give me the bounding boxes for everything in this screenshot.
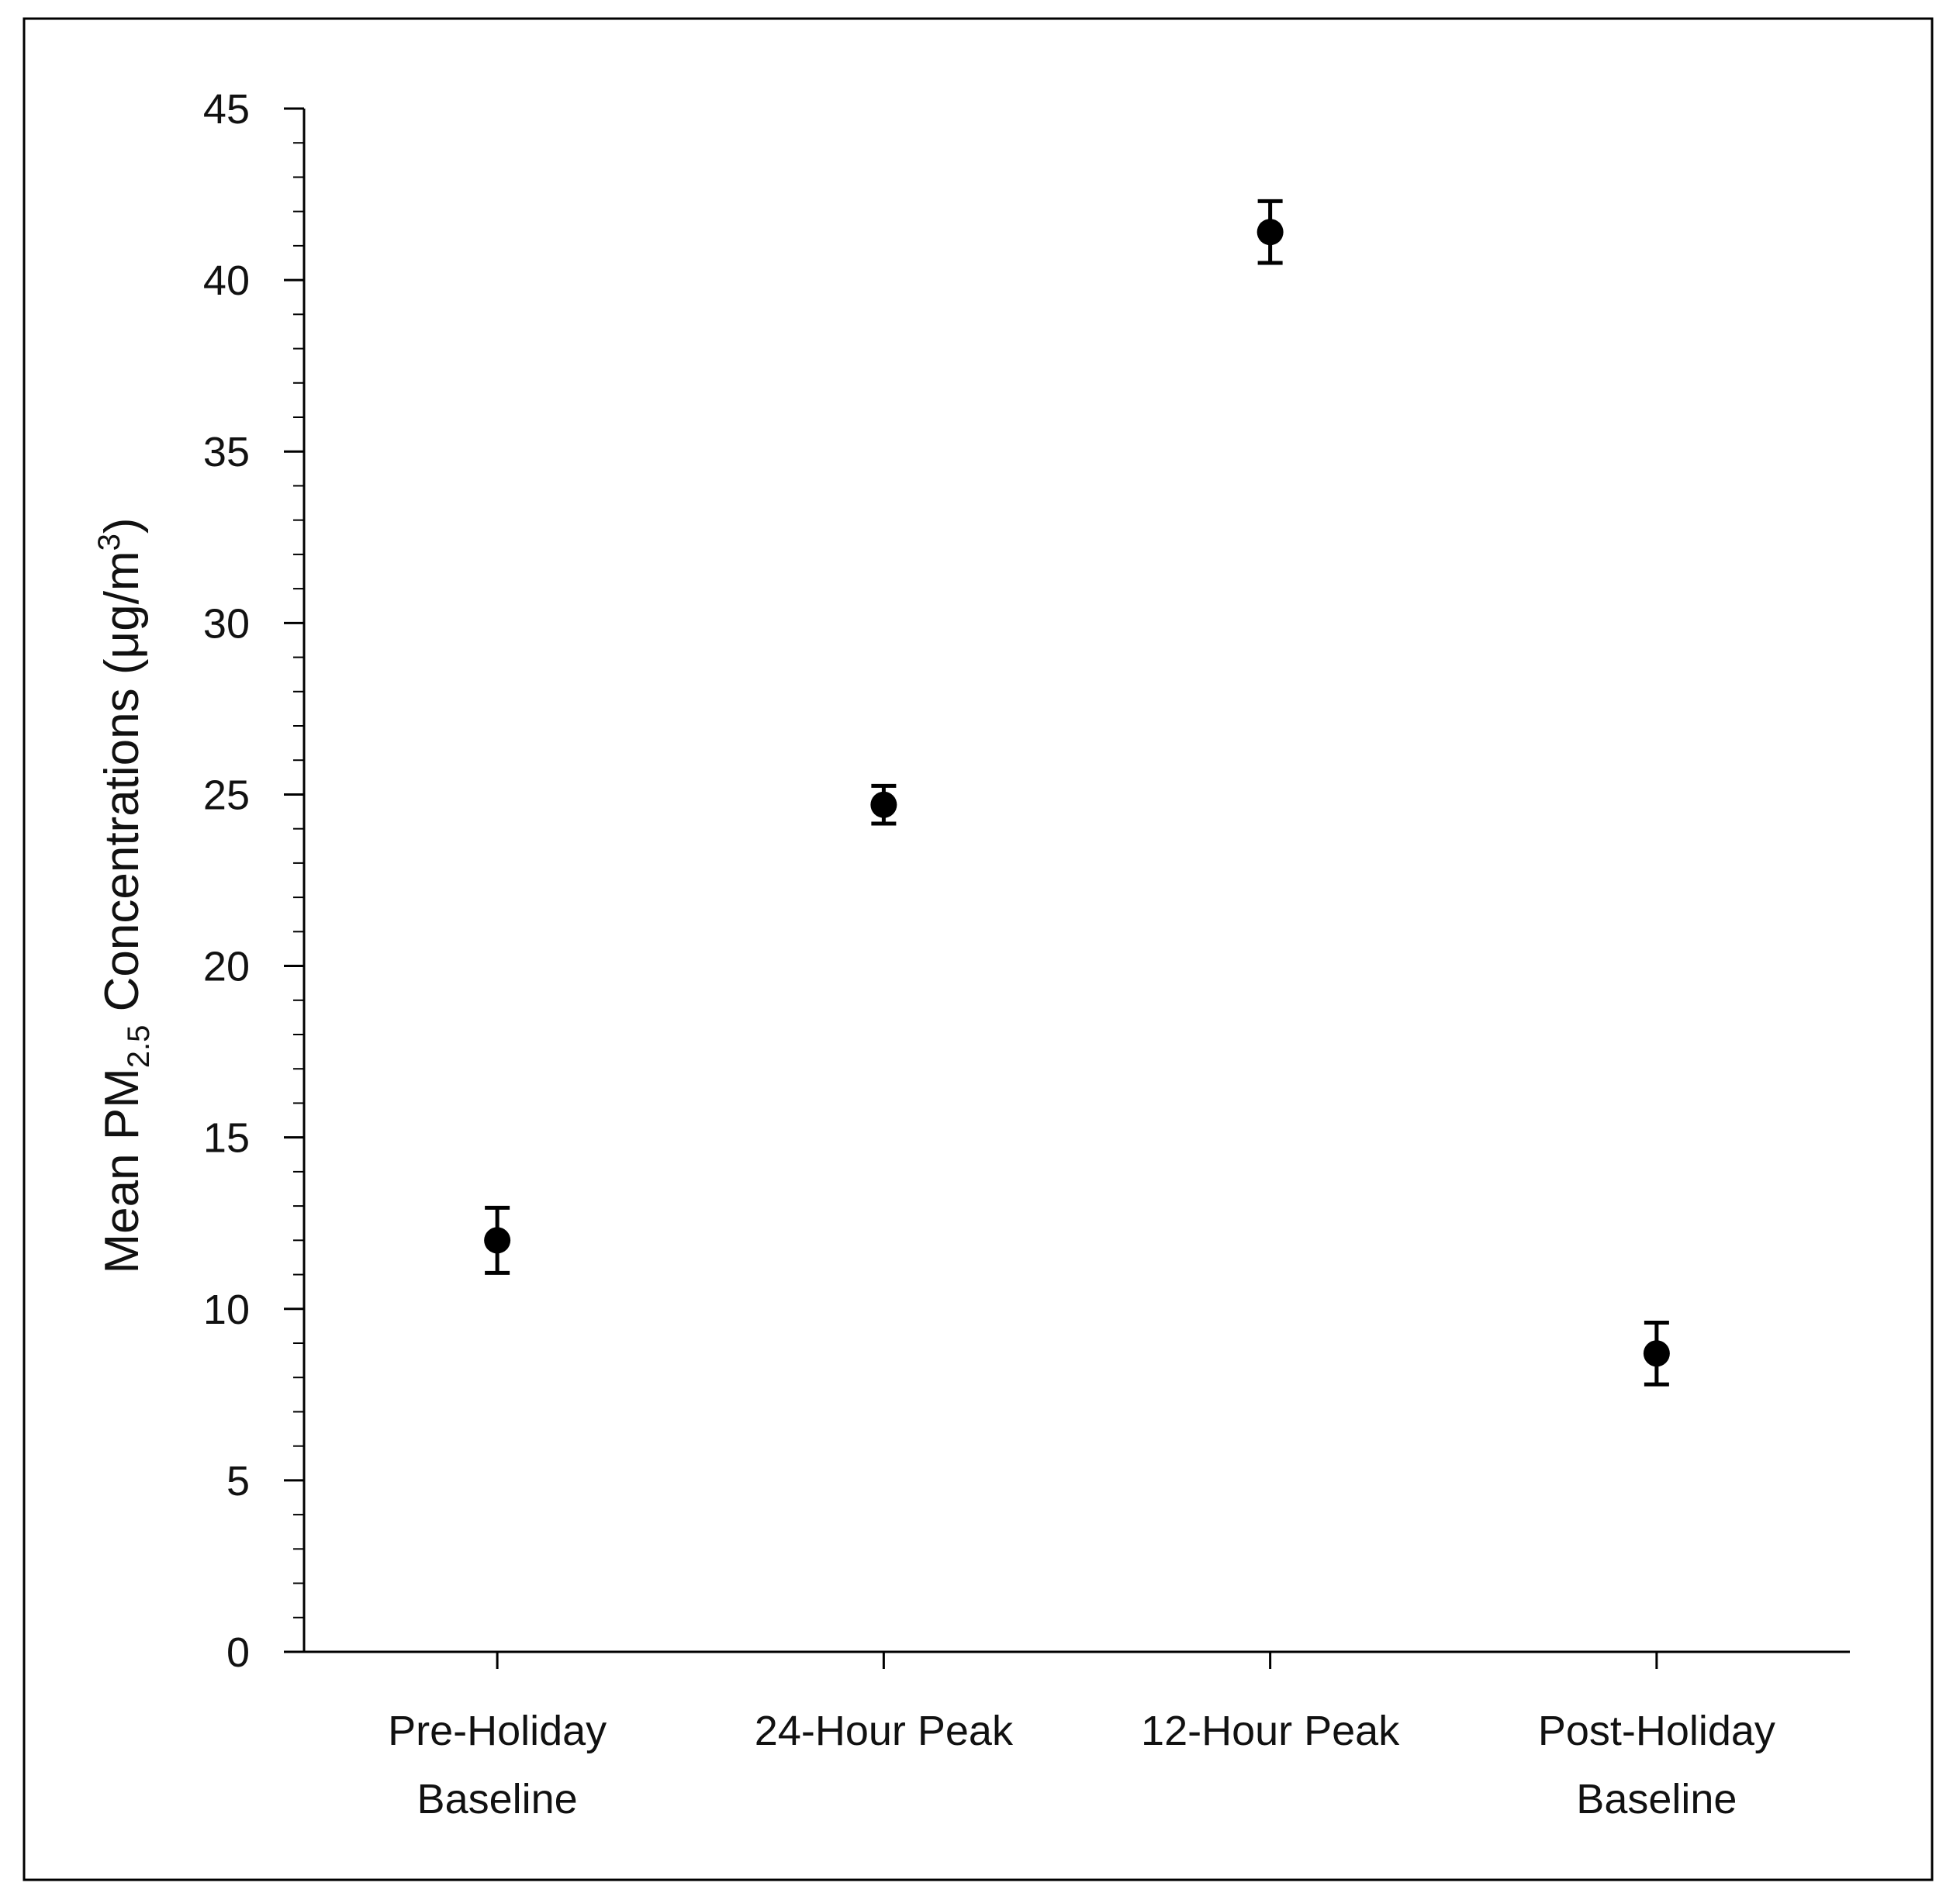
y-tick-label: 25	[203, 772, 250, 818]
data-point	[1257, 219, 1284, 246]
y-tick-label: 5	[226, 1458, 250, 1504]
y-tick-label: 35	[203, 429, 250, 475]
y-axis-title: Mean PM2.5 Concentrations (μg/m3)	[92, 517, 156, 1273]
x-tick-label: Post-Holiday	[1538, 1708, 1775, 1754]
y-tick-label: 30	[203, 600, 250, 647]
y-tick-label: 20	[203, 944, 250, 990]
y-axis-title-prefix: Mean PM	[95, 1068, 149, 1273]
y-tick-label: 40	[203, 257, 250, 304]
y-axis-title-subscript: 2.5	[122, 1025, 156, 1069]
y-axis: 0 5 10 15 20 25 30 35 40 45	[203, 86, 306, 1676]
y-axis-title-superscript: 3	[92, 534, 126, 551]
data-point	[484, 1227, 511, 1254]
y-tick-label: 10	[203, 1287, 250, 1333]
x-axis: Pre-Holiday Baseline 24-Hour Peak 12-Hour P…	[304, 1650, 1850, 1822]
data-points	[484, 199, 1670, 1387]
y-axis-title-suffix: )	[95, 517, 149, 534]
x-tick-label: 24-Hour Peak	[755, 1708, 1014, 1754]
x-tick-label: Pre-Holiday	[388, 1708, 607, 1754]
y-tick-label: 15	[203, 1115, 250, 1162]
data-point	[870, 791, 897, 818]
y-tick-label: 45	[203, 86, 250, 133]
y-axis-title-middle: Concentrations (μg/m	[95, 551, 149, 1024]
x-tick-label: Baseline	[417, 1776, 578, 1822]
x-tick-label: 12-Hour Peak	[1141, 1708, 1400, 1754]
chart-frame	[22, 17, 1934, 1881]
data-point	[1643, 1340, 1670, 1367]
y-tick-label: 0	[226, 1629, 250, 1676]
x-tick-label: Baseline	[1576, 1776, 1737, 1822]
